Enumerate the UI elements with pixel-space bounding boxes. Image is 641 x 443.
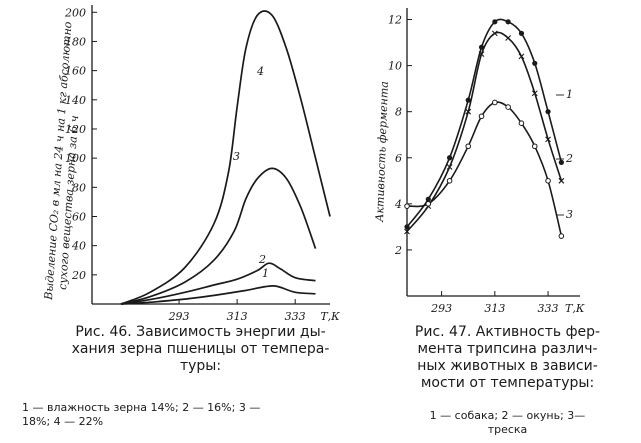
left-series-label-3: 3: [233, 150, 240, 163]
right-series-point-3: [492, 99, 498, 106]
right-series-point-1: [545, 109, 551, 115]
left-y-tick-label: 100: [65, 152, 86, 165]
right-x-tick-label: Т,К: [565, 302, 585, 315]
right-ylabel: Активность фермента: [373, 81, 391, 223]
left-series-line-4: [120, 10, 331, 305]
left-y-tick-label: 80: [72, 181, 86, 194]
right-series: 1 2 3: [404, 18, 573, 239]
right-series-point-2: [558, 177, 565, 184]
right-series-point-1: [404, 224, 410, 230]
right-series-point-3: [404, 203, 410, 209]
right-series-label-2: 2: [565, 152, 573, 165]
right-x-tick-label: 293: [430, 302, 452, 315]
right-x-tick-label: 333: [538, 302, 559, 315]
right-series-point-1: [558, 159, 564, 165]
right-series-point-2: [478, 51, 485, 57]
right-series-point-1: [446, 155, 453, 161]
right-y-tick-label: 2: [394, 244, 402, 257]
right-series-line-1: [406, 18, 563, 228]
caption-fig-46: Рис. 46. Зависимость энергии ды- хания з…: [71, 324, 330, 374]
right-series-line-3: [406, 101, 563, 237]
right-series-point-1: [532, 60, 538, 66]
legend-fig-46: 1 — влажность зерна 14%; 2 — 16%; 3 — 18…: [22, 401, 261, 428]
right-x-tick-label: 313: [484, 302, 505, 315]
right-y-tick-label: 8: [395, 106, 402, 119]
right-series-point-3: [478, 113, 485, 120]
legend-fig-47: 1 — собака; 2 — окунь; 3— треска: [429, 409, 586, 436]
left-x-tick-label: 313: [227, 310, 248, 323]
right-y-tick-label: 6: [395, 152, 402, 165]
right-series-point-2: [545, 136, 551, 143]
left-series-label-1: 1: [262, 267, 269, 280]
right-series-point-2: [531, 90, 538, 97]
left-series-line-1: [120, 285, 316, 305]
left-series-line-2: [120, 262, 316, 305]
right-series-point-3: [531, 143, 538, 150]
right-series-point-3: [558, 233, 565, 239]
left-x-ticks: 293 313 333 Т,К: [168, 299, 340, 323]
right-series-point-1: [492, 19, 498, 25]
right-y-ticks: 2 4 6 8 10 12: [388, 14, 412, 257]
left-y-ticks: 20 40 60 80 100 120 140 160 180 200: [64, 6, 97, 282]
right-series-label-1: 1: [566, 88, 573, 101]
right-series-point-2: [491, 30, 498, 37]
caption-fig-47: Рис. 47. Активность фер- мента трипсина …: [414, 324, 601, 391]
left-y-tick-label: 120: [65, 123, 86, 136]
left-series-label-4: 4: [256, 65, 264, 78]
left-y-tick-label: 40: [71, 240, 86, 253]
right-series-point-2: [518, 53, 525, 60]
right-series-point-1: [465, 97, 471, 103]
right-y-tick-label: 12: [388, 14, 402, 27]
right-y-tick-label: 4: [394, 198, 402, 211]
right-series-point-1: [505, 19, 511, 25]
right-series-point-2: [505, 35, 512, 41]
right-series-point-3: [465, 143, 472, 150]
left-x-tick-label: 293: [168, 310, 190, 323]
left-series: 12 3 4: [120, 10, 331, 305]
left-y-tick-label: 160: [65, 65, 86, 78]
right-series-point-2: [404, 228, 410, 235]
left-x-tick-label: Т,К: [320, 310, 340, 323]
right-series-point-1: [425, 196, 431, 202]
left-y-tick-label: 140: [65, 94, 86, 107]
right-series-point-1: [518, 30, 525, 36]
left-y-tick-label: 60: [72, 210, 86, 223]
left-y-tick-label: 200: [64, 6, 86, 19]
right-series-point-3: [518, 120, 525, 126]
right-series-point-3: [505, 104, 511, 110]
right-x-ticks: 293 313 333 Т,К: [430, 291, 585, 315]
left-series-label-2: 2: [258, 253, 266, 266]
right-series-point-2: [446, 164, 453, 170]
right-series-point-3: [425, 201, 432, 207]
right-series-point-3: [446, 178, 453, 184]
left-y-tick-label: 20: [71, 269, 86, 282]
right-series-label-3: 3: [566, 208, 573, 221]
right-series-point-2: [465, 108, 472, 115]
right-y-tick-label: 10: [388, 60, 402, 73]
left-y-tick-label: 180: [65, 35, 86, 48]
right-series-point-3: [545, 178, 551, 184]
left-x-tick-label: 333: [285, 310, 306, 323]
left-series-line-3: [120, 167, 317, 305]
